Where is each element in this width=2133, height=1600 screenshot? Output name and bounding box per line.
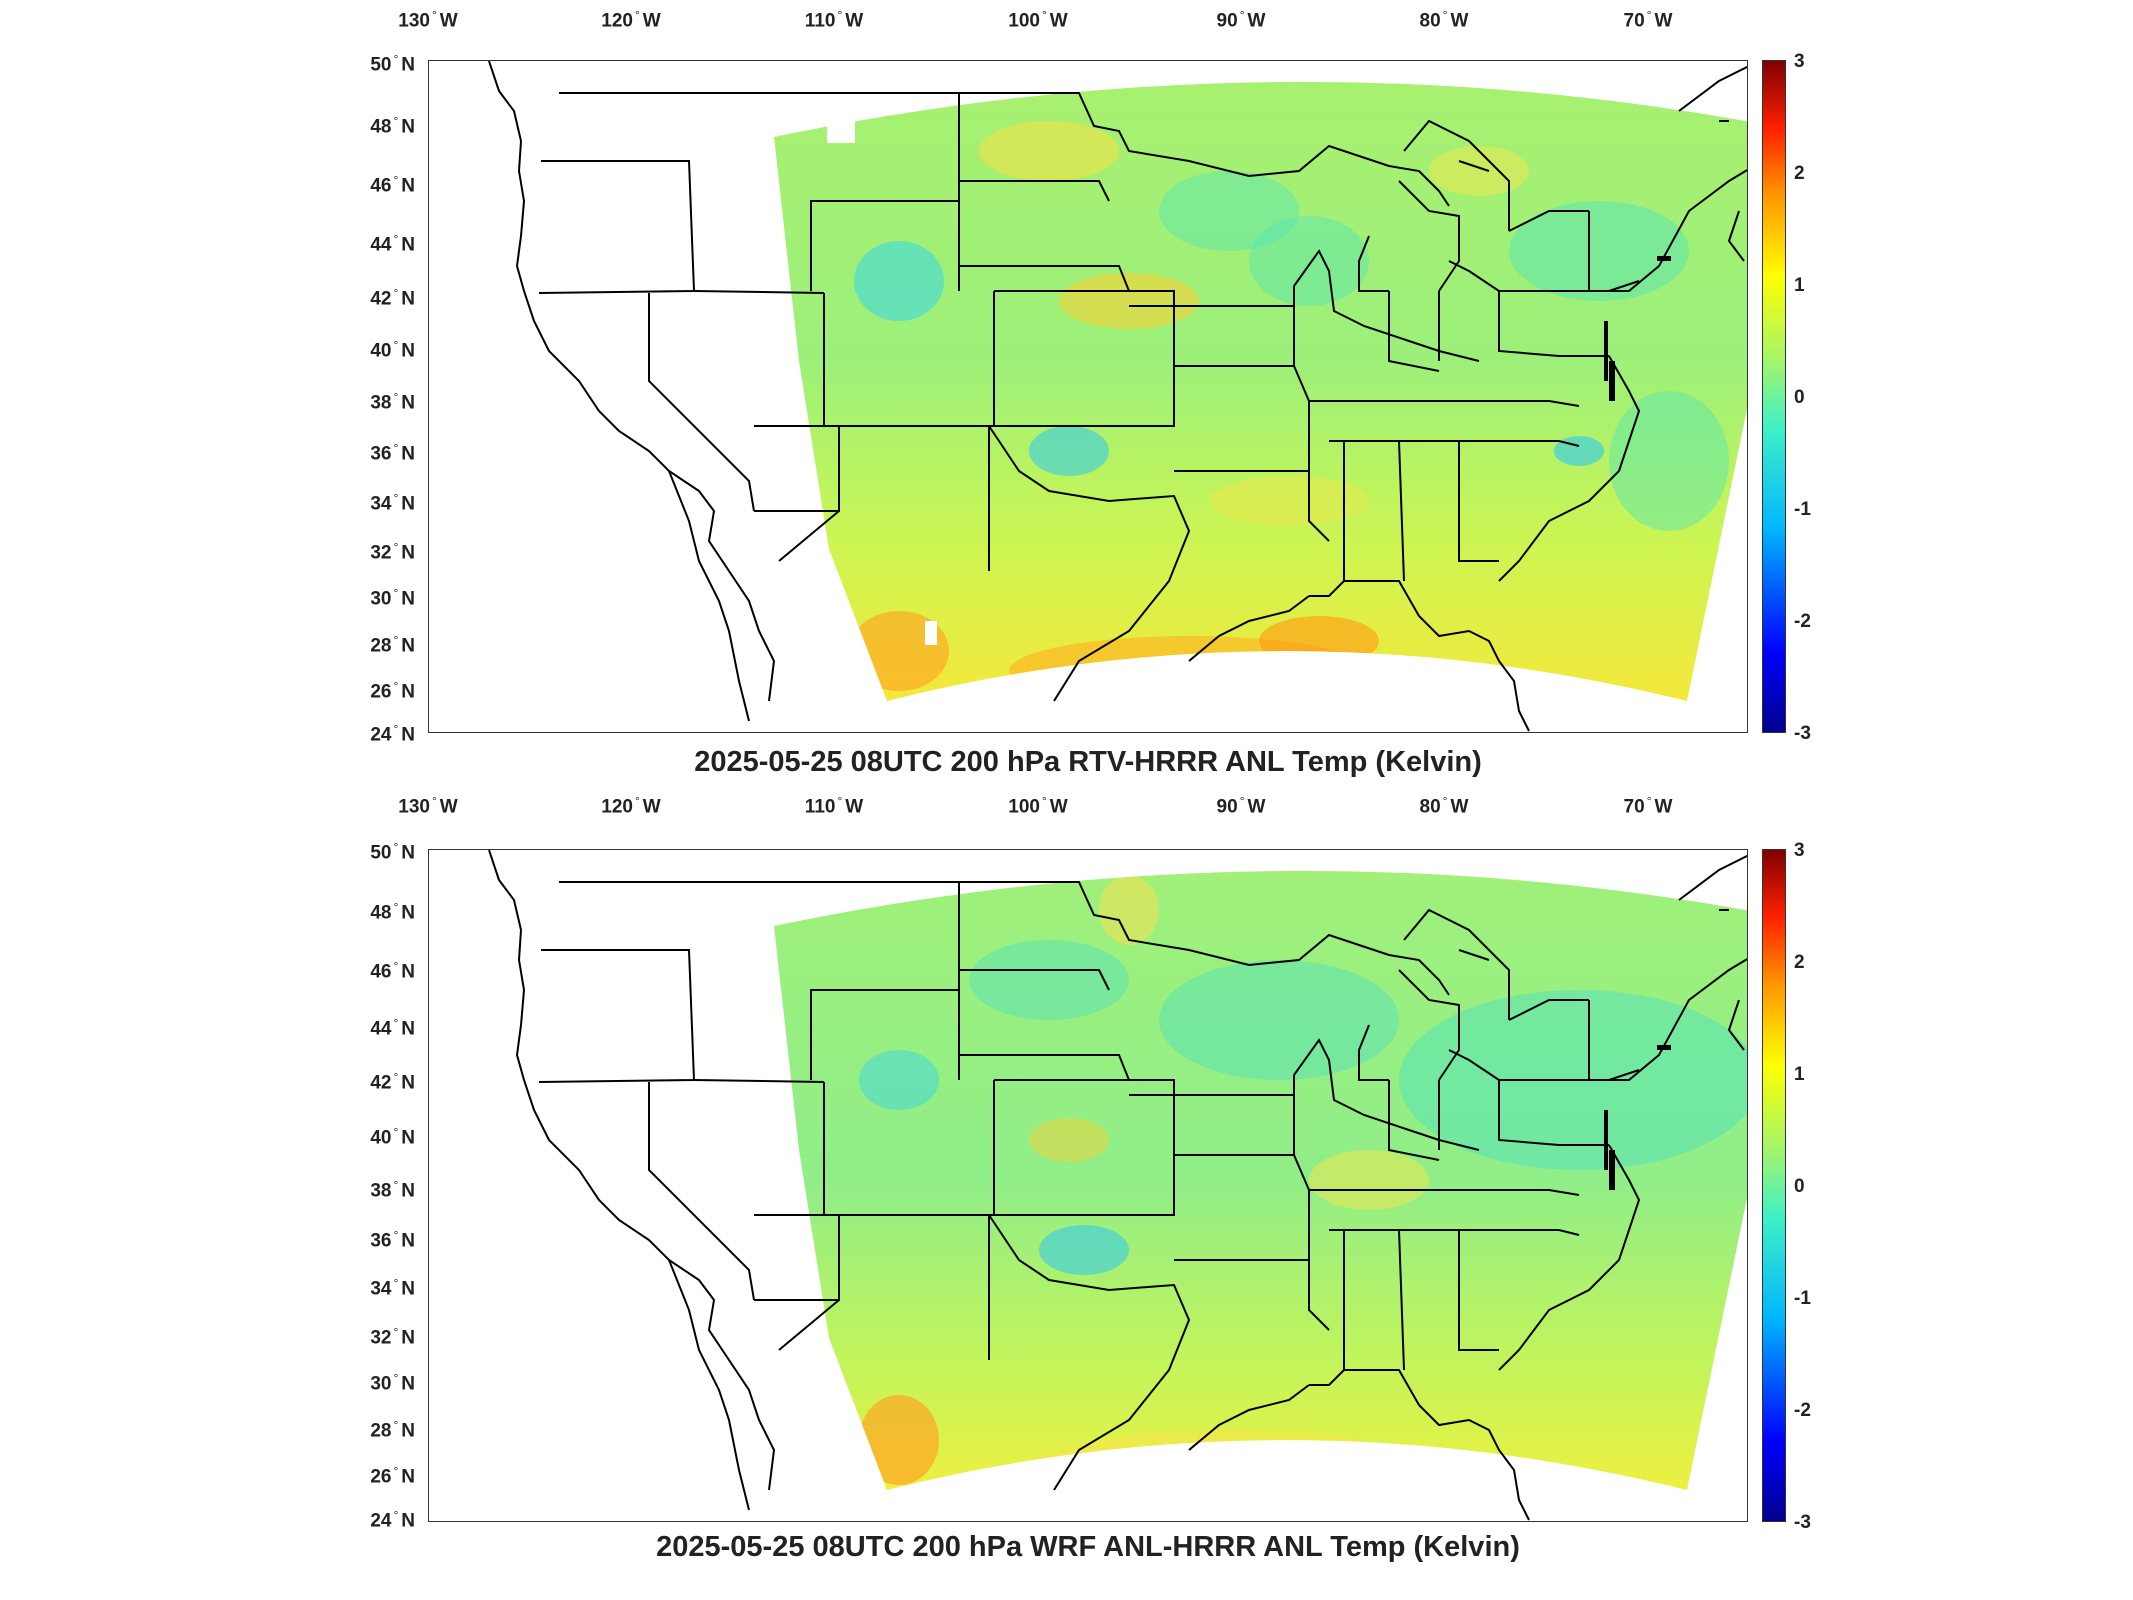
- map-plot-area: [428, 60, 1748, 733]
- colorbar-tick-label: 0: [1794, 1176, 1805, 1197]
- lon-tick-label: 70 ° W: [1623, 794, 1673, 818]
- islands-and-coast-detail: [1604, 1045, 1671, 1190]
- colorbar-tick-label: 3: [1794, 51, 1805, 72]
- lat-tick-label: 34 ° N: [370, 491, 415, 515]
- colorbar-tick-label: -3: [1794, 723, 1811, 744]
- lon-tick-label: 130 ° W: [398, 8, 458, 32]
- colorbar-tick-label: 1: [1794, 1064, 1805, 1085]
- lat-tick-label: 50 ° N: [370, 52, 415, 76]
- colorbar-tick-label: 3: [1794, 840, 1805, 861]
- lon-tick-label: 130 ° W: [398, 794, 458, 818]
- colorbar-tick-label: -1: [1794, 1288, 1811, 1309]
- map-panel-wrf: 130 ° W 120 ° W 110 ° W 100 ° W 90 ° W 80 ° W 70 ° W 5…: [0, 790, 2133, 1600]
- lat-tick-label: 28 ° N: [370, 1418, 415, 1442]
- lat-tick-label: 46 ° N: [370, 173, 415, 197]
- lon-tick-label: 120 ° W: [601, 794, 661, 818]
- lat-tick-label: 44 ° N: [370, 232, 415, 256]
- lat-tick-label: 48 ° N: [370, 114, 415, 138]
- colorbar-tick-label: 2: [1794, 952, 1805, 973]
- lon-tick-label: 100 ° W: [1008, 794, 1068, 818]
- colorbar: [1762, 60, 1786, 733]
- lat-tick-label: 32 ° N: [370, 1325, 415, 1349]
- lat-tick-label: 50 ° N: [370, 840, 415, 864]
- lat-tick-label: 30 ° N: [370, 1371, 415, 1395]
- lat-tick-label: 42 ° N: [370, 1070, 415, 1094]
- lat-tick-label: 46 ° N: [370, 959, 415, 983]
- lat-tick-label: 24 ° N: [370, 1508, 415, 1532]
- lat-tick-label: 26 ° N: [370, 1464, 415, 1488]
- map-plot-area: [428, 849, 1748, 1522]
- map-panel-rtv: 130 ° W 120 ° W 110 ° W 100 ° W 90 ° W 80 ° W 70 ° W 5…: [0, 0, 2133, 790]
- lat-tick-label: 38 ° N: [370, 1178, 415, 1202]
- coastlines-and-boundaries: [488, 61, 1747, 732]
- colorbar-tick-label: -2: [1794, 1400, 1811, 1421]
- colorbar-tick-label: 0: [1794, 387, 1805, 408]
- colorbar-tick-label: 1: [1794, 275, 1805, 296]
- lon-tick-label: 110 ° W: [804, 794, 864, 818]
- missing-data: [827, 109, 937, 645]
- colorbar-tick-label: -2: [1794, 611, 1811, 632]
- lat-tick-label: 48 ° N: [370, 900, 415, 924]
- data-domain: [774, 81, 1747, 701]
- coastlines-and-boundaries: [488, 850, 1747, 1521]
- lon-tick-label: 110 ° W: [804, 8, 864, 32]
- map-canvas: [488, 850, 1747, 1521]
- map-canvas: [488, 61, 1747, 732]
- lat-tick-label: 34 ° N: [370, 1276, 415, 1300]
- panel-title: 2025-05-25 08UTC 200 hPa RTV-HRRR ANL Te…: [694, 746, 1482, 778]
- lat-tick-label: 26 ° N: [370, 679, 415, 703]
- lon-tick-label: 70 ° W: [1623, 8, 1673, 32]
- lat-tick-label: 32 ° N: [370, 540, 415, 564]
- colorbar: [1762, 849, 1786, 1522]
- lat-tick-label: 24 ° N: [370, 722, 415, 746]
- lat-tick-label: 44 ° N: [370, 1016, 415, 1040]
- lat-tick-label: 36 ° N: [370, 1228, 415, 1252]
- panel-title: 2025-05-25 08UTC 200 hPa WRF ANL-HRRR AN…: [656, 1531, 1520, 1563]
- lat-tick-label: 28 ° N: [370, 633, 415, 657]
- lat-tick-label: 30 ° N: [370, 586, 415, 610]
- lon-tick-label: 80 ° W: [1419, 794, 1469, 818]
- lon-tick-label: 120 ° W: [601, 8, 661, 32]
- lon-tick-label: 90 ° W: [1216, 794, 1266, 818]
- colorbar-tick-label: -1: [1794, 499, 1811, 520]
- lat-tick-label: 36 ° N: [370, 441, 415, 465]
- lat-tick-label: 42 ° N: [370, 286, 415, 310]
- islands-and-coast-detail: [1604, 256, 1671, 401]
- lat-tick-label: 40 ° N: [370, 338, 415, 362]
- colorbar-tick-label: 2: [1794, 163, 1805, 184]
- colorbar-tick-label: -3: [1794, 1512, 1811, 1533]
- lon-tick-label: 100 ° W: [1008, 8, 1068, 32]
- lat-tick-label: 38 ° N: [370, 390, 415, 414]
- lon-tick-label: 90 ° W: [1216, 8, 1266, 32]
- lon-tick-label: 80 ° W: [1419, 8, 1469, 32]
- lat-tick-label: 40 ° N: [370, 1125, 415, 1149]
